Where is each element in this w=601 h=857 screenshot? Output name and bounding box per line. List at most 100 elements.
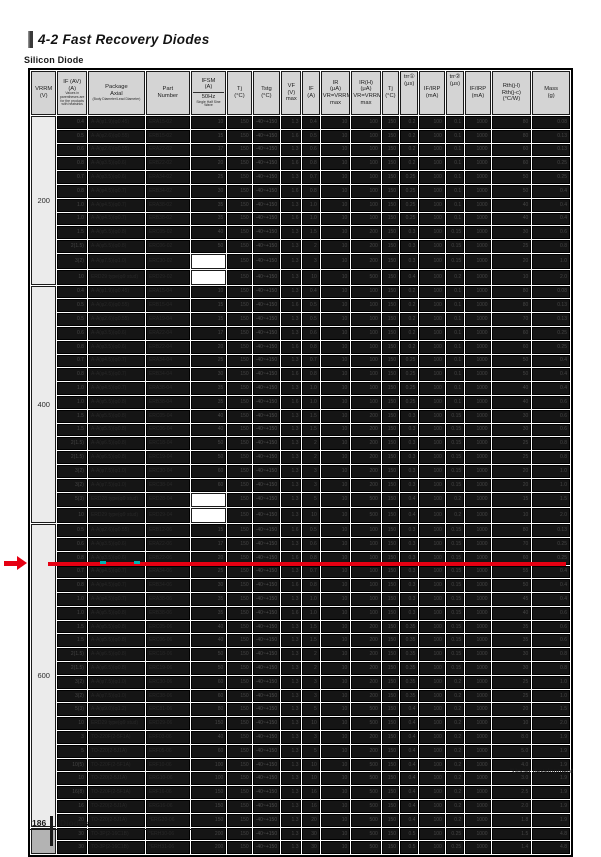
table-cell: A-A(φ5.5)(φ0.8) xyxy=(87,226,145,240)
table-cell: 1.0 xyxy=(57,212,87,226)
table-cell: 200 xyxy=(351,409,381,423)
table-cell: 10 xyxy=(491,269,532,285)
table-cell: 100 xyxy=(419,395,445,409)
table-cell: 1.3 xyxy=(281,689,302,703)
table-cell: A-A(φ2.6)(φ0.55) xyxy=(87,129,145,143)
table-cell: 2(1.5) xyxy=(57,451,87,464)
table-cell: 0.1 xyxy=(445,198,465,212)
table-cell: -40~+150 xyxy=(252,423,281,437)
table-cell: 0.2 xyxy=(445,758,465,772)
col-header-mass: Mass (g) xyxy=(532,71,570,115)
table-cell: 1000 xyxy=(465,157,491,171)
table-cell: 10 xyxy=(320,744,351,758)
table-cell: 1.3 xyxy=(281,508,302,524)
table-row: 1.0 A-A(φ5.5)(φ0.8) ERB38-04 35 150 -40~+150 1… xyxy=(31,395,570,409)
table-cell: 50 xyxy=(491,184,532,198)
table-cell: 100 xyxy=(419,212,445,226)
table-row: 20 TO-220(2-5J1A) *ERG20-06 150 150 -40~+150 1… xyxy=(31,813,570,827)
table-cell: 3(2) xyxy=(57,253,87,269)
table-cell: ERA34-04 xyxy=(145,354,190,368)
table-row: 600 0.5 A-A(φ2.6)(φ0.55) ERB12-06 15 150 -40~+… xyxy=(31,524,570,827)
table-cell: 150 xyxy=(227,313,252,326)
table-cell: 2.0 xyxy=(532,269,570,285)
table-cell: 0.35 xyxy=(400,675,419,689)
table-cell: -40~+150 xyxy=(252,662,281,675)
table-cell: 100 xyxy=(419,184,445,198)
table-cell: 0.3 xyxy=(400,606,419,620)
table-cell: -40~+150 xyxy=(252,717,281,731)
table-cell: 1000 xyxy=(465,744,491,758)
table-cell: 60 xyxy=(190,689,227,703)
col-header-tj: Tj (°C) xyxy=(227,71,252,115)
table-cell: 1000 xyxy=(465,451,491,464)
table-cell: -40~+150 xyxy=(252,157,281,171)
table-cell: 0.13 xyxy=(532,143,570,157)
table-cell: 1.3 xyxy=(281,813,302,827)
table-cell: 150 xyxy=(227,451,252,464)
table-cell: 150 xyxy=(227,662,252,675)
table-cell: -40~+150 xyxy=(252,451,281,464)
table-cell: 0.15 xyxy=(445,565,465,579)
table-cell: 100 xyxy=(351,116,381,129)
table-cell: 15 xyxy=(190,299,227,313)
table-cell: 0.2 xyxy=(445,772,465,786)
table-cell: ERC18-06 xyxy=(145,648,190,662)
table-cell: 150 xyxy=(381,269,400,285)
table-cell: 150 xyxy=(227,116,252,129)
table-cell: ERB34-04 xyxy=(145,368,190,382)
table-cell: 0.4 xyxy=(400,508,419,524)
table-cell: 5 xyxy=(57,744,87,758)
table-cell: 30 xyxy=(491,423,532,437)
table-header: VRRM (V) IF (AV) (A) Values in parentheses a… xyxy=(31,71,570,115)
table-cell: ERC05-04 xyxy=(145,409,190,423)
table-cell: 5(3) xyxy=(57,703,87,717)
table-cell: 3.0 xyxy=(491,772,532,786)
table-cell: 500 xyxy=(351,758,381,772)
table-cell: ERC30-02 xyxy=(145,253,190,269)
table-cell: 150 xyxy=(227,299,252,313)
table-cell: ERA34-06 xyxy=(145,565,190,579)
table-cell: 0.3 xyxy=(400,226,419,240)
table-cell: TO-220F(2-5F1A) xyxy=(87,758,145,772)
table-cell: 40 xyxy=(190,634,227,648)
table-cell: 10 xyxy=(320,269,351,285)
table-cell: 0.2 xyxy=(400,285,419,299)
table-cell: 0.2 xyxy=(445,508,465,524)
table-cell: TO-220(2-5J1A) xyxy=(87,813,145,827)
table-cell: 150 xyxy=(227,648,252,662)
table-cell: A-A(φ5.5)(φ0.8) xyxy=(87,423,145,437)
table-cell: 50 xyxy=(190,451,227,464)
table-cell: 35 xyxy=(190,198,227,212)
table-cell: ERA38-04 xyxy=(145,382,190,395)
table-cell: TO-3P(2-16C1B) xyxy=(87,827,145,841)
table-cell: 150 xyxy=(381,285,400,299)
table-cell: ERC18-04 xyxy=(145,437,190,451)
table-cell: 200 xyxy=(351,620,381,634)
table-row: 3 TO-220F(2-5F1A) ERF03-06 40 150 -40~+150 1.3… xyxy=(31,731,570,744)
table-cell: 150 xyxy=(381,606,400,620)
table-cell: 1.0 xyxy=(57,198,87,212)
table-cell: 150 xyxy=(227,240,252,253)
table-cell: 0.3 xyxy=(400,409,419,423)
table-cell: 0.15 xyxy=(445,437,465,451)
table-cell: ERC05-06 xyxy=(145,620,190,634)
col-header-vf: VF (V) max xyxy=(281,71,302,115)
table-cell: 0.6 xyxy=(302,143,320,157)
table-cell: 100 xyxy=(419,841,445,855)
table-row: 3(2) A-A(φ7.5)(φ1.0) ERC38-04 60 150 -40~+150… xyxy=(31,478,570,492)
table-cell: 1.9 xyxy=(532,813,570,827)
table-cell: 150 xyxy=(381,827,400,841)
table-cell: 0.2 xyxy=(400,313,419,326)
table-cell: ERC38-06 xyxy=(145,689,190,703)
table-cell: 150 xyxy=(381,198,400,212)
table-cell: 1.3 xyxy=(281,827,302,841)
table-cell: 0.25 xyxy=(400,395,419,409)
table-cell: 0.1 xyxy=(445,395,465,409)
table-cell: 0.15 xyxy=(445,648,465,662)
table-cell: 100 xyxy=(419,423,445,437)
table-cell: 10 xyxy=(57,508,87,524)
table-cell: 10 xyxy=(320,354,351,368)
table-cell: 0.25 xyxy=(532,171,570,184)
table-cell: -40~+150 xyxy=(252,648,281,662)
table-cell: 150 xyxy=(381,326,400,340)
